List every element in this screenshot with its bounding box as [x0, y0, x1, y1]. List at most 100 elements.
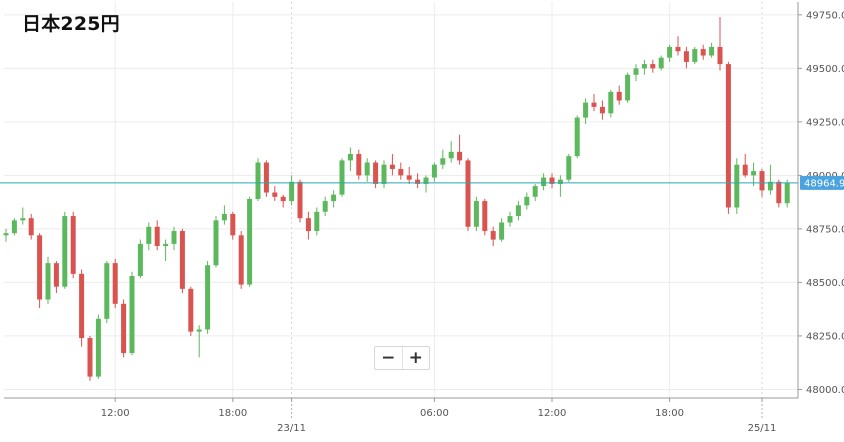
- candle-body: [751, 171, 757, 176]
- candle: [574, 115, 580, 159]
- candle: [331, 190, 337, 208]
- candle: [784, 179, 790, 208]
- candle: [415, 173, 421, 189]
- candle-body: [599, 106, 605, 114]
- candle: [238, 231, 244, 289]
- candle: [87, 335, 93, 381]
- candle: [473, 196, 479, 232]
- candle: [608, 89, 614, 118]
- candle: [305, 211, 311, 240]
- candle-body: [608, 91, 614, 114]
- y-tick-label: 48000.0: [806, 385, 844, 396]
- candle: [45, 256, 51, 304]
- candle-body: [137, 243, 143, 276]
- candle: [751, 162, 757, 187]
- candle-body: [20, 218, 26, 221]
- candle-body: [725, 64, 731, 208]
- candle-body: [356, 153, 362, 176]
- candle-body: [515, 205, 521, 217]
- candle-body: [398, 168, 404, 176]
- candle: [515, 201, 521, 221]
- candle: [297, 179, 303, 223]
- candle: [541, 173, 547, 191]
- candle: [667, 44, 673, 62]
- candle: [717, 16, 723, 71]
- candle: [776, 179, 782, 208]
- candle: [583, 98, 589, 125]
- candle-body: [297, 181, 303, 219]
- candle: [549, 173, 555, 189]
- candle: [356, 149, 362, 180]
- candle-body: [616, 91, 622, 101]
- candle-body: [154, 226, 160, 247]
- candle-body: [121, 303, 127, 354]
- candle-body: [11, 220, 17, 234]
- candle-body: [423, 177, 429, 184]
- candle: [406, 166, 412, 184]
- candle-body: [583, 102, 589, 118]
- candle-body: [146, 226, 152, 244]
- candle: [339, 158, 345, 197]
- candle-body: [549, 177, 555, 184]
- candle: [734, 158, 740, 214]
- candle: [289, 175, 295, 206]
- candle-body: [700, 49, 706, 56]
- candle: [398, 162, 404, 180]
- last-price-tag: [800, 175, 844, 190]
- candle: [171, 226, 177, 251]
- candle: [490, 226, 496, 247]
- candle-body: [314, 211, 320, 232]
- zoom-out-button[interactable]: −: [375, 347, 403, 369]
- candle-body: [591, 102, 597, 107]
- candle: [457, 134, 463, 165]
- candle-body: [280, 196, 286, 202]
- candle: [742, 153, 748, 178]
- candle: [373, 160, 379, 189]
- candle: [280, 194, 286, 208]
- candle: [272, 186, 278, 202]
- candle-body: [683, 51, 689, 62]
- candle-body: [415, 179, 421, 184]
- x-tick-label: 06:00: [420, 408, 449, 419]
- candle-body: [448, 151, 454, 159]
- y-tick-label: 49500.0: [806, 64, 844, 75]
- candle-body: [247, 198, 253, 285]
- candle: [566, 153, 572, 182]
- candle: [179, 228, 185, 294]
- candle-body: [3, 233, 9, 236]
- y-tick-label: 48750.0: [806, 224, 844, 235]
- candle: [221, 205, 227, 225]
- candle: [213, 216, 219, 268]
- candle: [163, 239, 169, 262]
- candle: [121, 299, 127, 358]
- candle-body: [45, 263, 51, 300]
- candle-body: [347, 153, 353, 161]
- candle-body: [364, 162, 370, 176]
- candle-body: [37, 235, 43, 300]
- candle: [725, 61, 731, 214]
- candle: [507, 211, 513, 227]
- candle: [389, 153, 395, 176]
- candle-body: [221, 213, 227, 221]
- candle-body: [230, 213, 236, 236]
- candle: [95, 314, 101, 379]
- zoom-in-button[interactable]: +: [408, 348, 423, 368]
- candle: [431, 162, 437, 182]
- candle: [314, 207, 320, 236]
- candle-body: [112, 263, 118, 304]
- candle-body: [339, 160, 345, 195]
- candle: [230, 211, 236, 240]
- x-tick-label: 18:00: [218, 408, 247, 419]
- zoom-controls: − +: [374, 346, 430, 370]
- y-tick-label: 48500.0: [806, 278, 844, 289]
- candle-body: [524, 196, 530, 206]
- instrument-title: 日本225円: [22, 13, 120, 35]
- candle: [599, 100, 605, 120]
- candle-body: [129, 275, 135, 354]
- candle-body: [272, 192, 278, 197]
- x-tick-label: 12:00: [101, 408, 130, 419]
- candle-body: [440, 158, 446, 165]
- candle: [3, 228, 9, 242]
